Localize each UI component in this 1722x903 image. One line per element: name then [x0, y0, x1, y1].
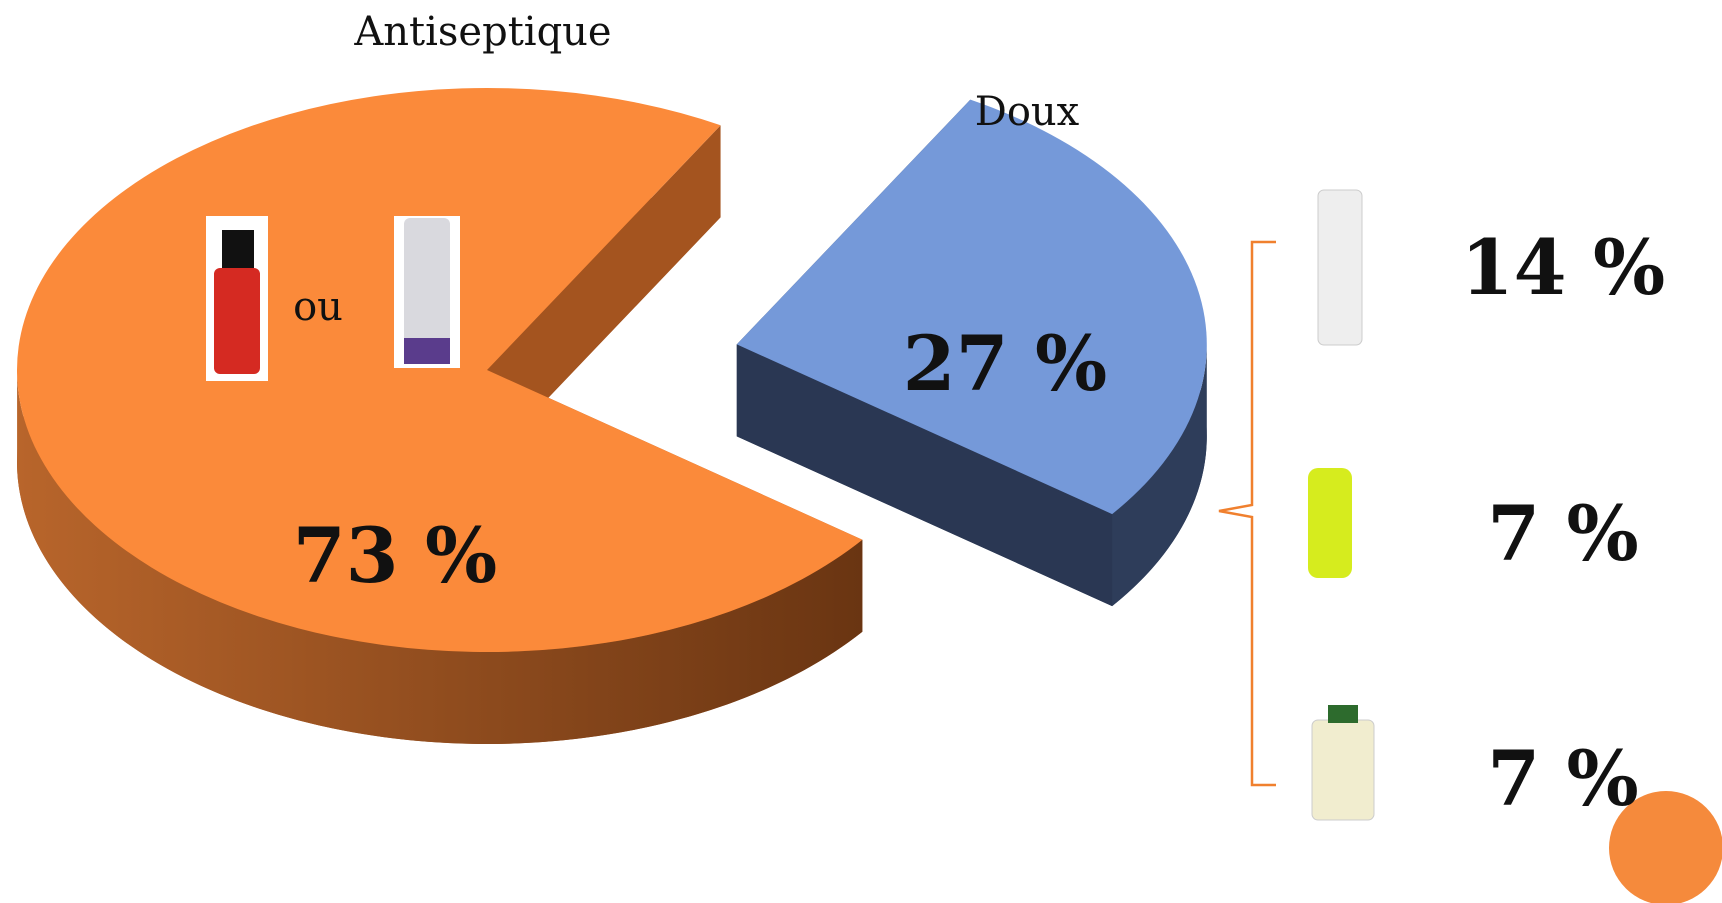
value-label: 73 %	[293, 511, 497, 600]
bottle-cap	[222, 230, 254, 270]
annotation: ou	[293, 284, 343, 330]
category-label: Doux	[975, 89, 1080, 135]
slice-edge	[736, 344, 1113, 607]
product-images	[206, 189, 1375, 821]
value-label: 27 %	[903, 319, 1107, 408]
bottle	[214, 268, 260, 374]
slice-side	[17, 375, 863, 744]
breakdown-label: 7 %	[1487, 489, 1639, 578]
bottle	[404, 218, 450, 364]
bottle	[1311, 719, 1375, 821]
bottle-band	[404, 338, 450, 364]
slice	[736, 99, 1207, 515]
bracket	[1218, 240, 1276, 787]
slice-side	[1112, 344, 1207, 607]
breakdown-label: 7 %	[1487, 734, 1639, 823]
category-label: Antiseptique	[353, 9, 611, 55]
bottle-cap	[1328, 705, 1358, 723]
breakdown-label: 14 %	[1461, 223, 1665, 312]
pie	[17, 88, 1207, 745]
decorative-circle	[1609, 791, 1722, 903]
slice-edge	[487, 125, 721, 462]
bottle	[1317, 189, 1363, 346]
bottle	[1308, 468, 1352, 578]
